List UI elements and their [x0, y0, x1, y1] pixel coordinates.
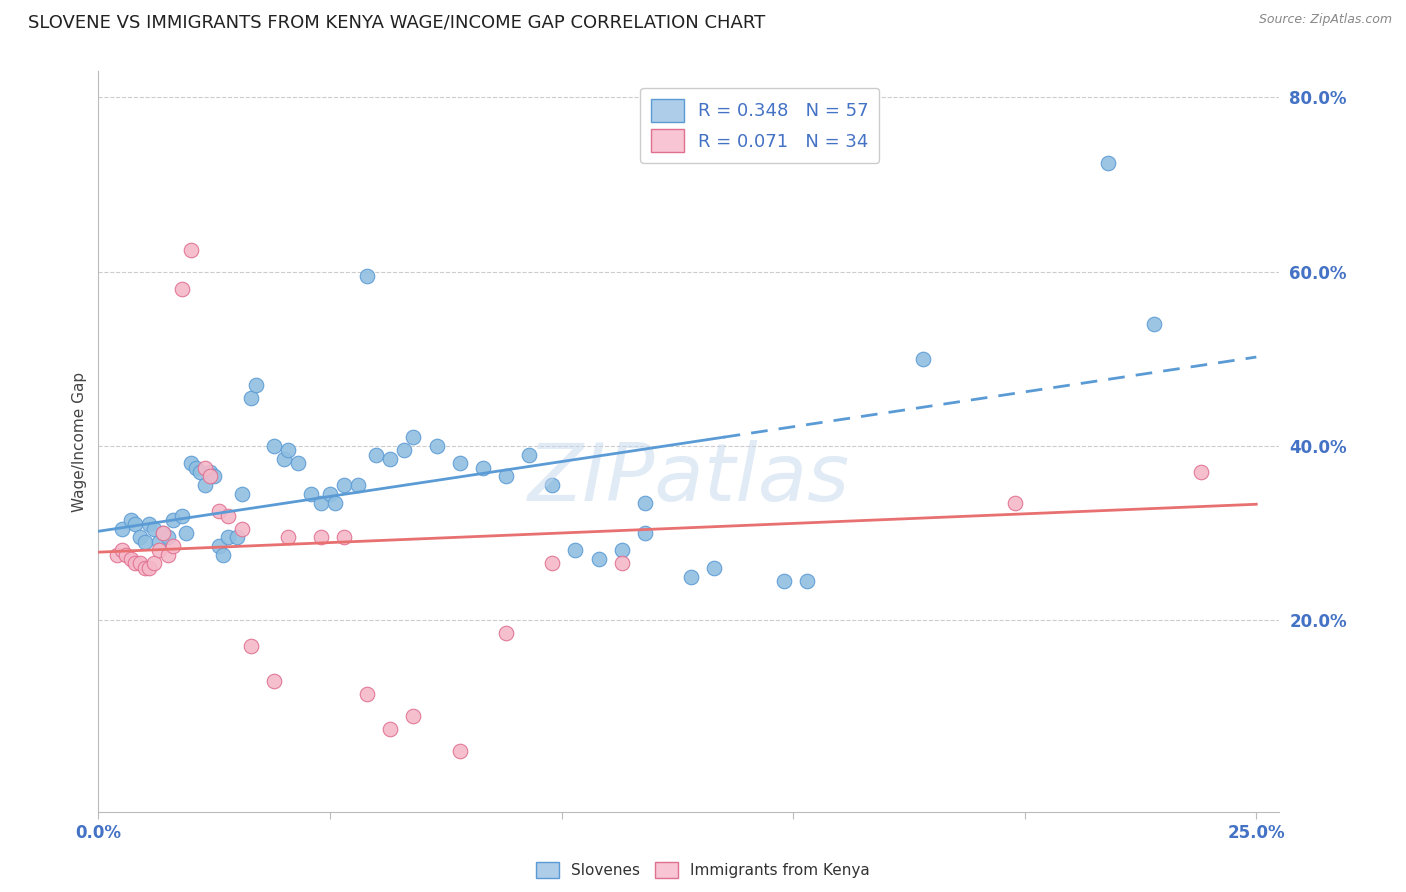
Point: [152, 526, 174, 541]
Point: [610, 543, 633, 558]
Point: [115, 548, 138, 562]
Point: [346, 478, 368, 492]
Point: [1097, 156, 1119, 170]
Point: [208, 539, 231, 553]
Text: Source: ZipAtlas.com: Source: ZipAtlas.com: [1258, 13, 1392, 27]
Point: [231, 522, 253, 536]
Point: [170, 282, 193, 296]
Point: [277, 443, 299, 458]
Point: [240, 391, 263, 405]
Point: [319, 487, 342, 501]
Point: [610, 557, 633, 571]
Point: [180, 456, 202, 470]
Point: [198, 469, 221, 483]
Point: [138, 561, 160, 575]
Point: [366, 448, 388, 462]
Point: [495, 626, 517, 640]
Point: [184, 460, 207, 475]
Point: [380, 722, 402, 736]
Point: [634, 495, 657, 509]
Point: [273, 452, 295, 467]
Point: [471, 460, 494, 475]
Point: [773, 574, 796, 588]
Point: [231, 487, 253, 501]
Point: [541, 557, 564, 571]
Point: [1004, 495, 1026, 509]
Point: [392, 443, 415, 458]
Point: [495, 469, 517, 483]
Point: [402, 430, 425, 444]
Point: [245, 378, 267, 392]
Point: [162, 513, 184, 527]
Point: [124, 557, 146, 571]
Point: [263, 439, 285, 453]
Point: [309, 495, 332, 509]
Point: [170, 508, 193, 523]
Point: [356, 268, 378, 283]
Point: [138, 517, 160, 532]
Point: [176, 526, 198, 541]
Point: [105, 548, 128, 562]
Y-axis label: Wage/Income Gap: Wage/Income Gap: [72, 371, 87, 512]
Point: [226, 530, 249, 544]
Point: [129, 530, 152, 544]
Point: [323, 495, 346, 509]
Point: [681, 569, 703, 583]
Point: [124, 517, 146, 532]
Point: [180, 243, 202, 257]
Point: [333, 530, 356, 544]
Point: [449, 744, 471, 758]
Text: SLOVENE VS IMMIGRANTS FROM KENYA WAGE/INCOME GAP CORRELATION CHART: SLOVENE VS IMMIGRANTS FROM KENYA WAGE/IN…: [28, 13, 765, 31]
Point: [134, 534, 156, 549]
Point: [541, 478, 564, 492]
Point: [1189, 465, 1212, 479]
Point: [134, 561, 156, 575]
Point: [287, 456, 309, 470]
Point: [120, 513, 142, 527]
Point: [156, 530, 179, 544]
Point: [356, 687, 378, 701]
Point: [212, 548, 235, 562]
Point: [240, 639, 263, 653]
Point: [217, 530, 239, 544]
Point: [148, 543, 170, 558]
Point: [120, 552, 142, 566]
Point: [148, 534, 170, 549]
Point: [143, 522, 166, 536]
Legend: R = 0.348   N = 57, R = 0.071   N = 34: R = 0.348 N = 57, R = 0.071 N = 34: [640, 87, 879, 163]
Point: [402, 709, 425, 723]
Point: [425, 439, 447, 453]
Legend: Slovenes, Immigrants from Kenya: Slovenes, Immigrants from Kenya: [530, 856, 876, 884]
Point: [217, 508, 239, 523]
Point: [208, 504, 231, 518]
Point: [152, 526, 174, 541]
Point: [1143, 317, 1166, 331]
Point: [110, 522, 132, 536]
Point: [188, 465, 211, 479]
Point: [588, 552, 610, 566]
Point: [194, 478, 217, 492]
Point: [202, 469, 225, 483]
Point: [911, 351, 934, 366]
Point: [263, 674, 285, 689]
Point: [198, 465, 221, 479]
Point: [449, 456, 471, 470]
Point: [796, 574, 818, 588]
Point: [143, 557, 166, 571]
Point: [703, 561, 725, 575]
Point: [564, 543, 586, 558]
Point: [194, 460, 217, 475]
Point: [380, 452, 402, 467]
Point: [156, 548, 179, 562]
Point: [634, 526, 657, 541]
Point: [129, 557, 152, 571]
Point: [110, 543, 132, 558]
Text: ZIPatlas: ZIPatlas: [527, 440, 851, 517]
Point: [301, 487, 323, 501]
Point: [309, 530, 332, 544]
Point: [162, 539, 184, 553]
Point: [333, 478, 356, 492]
Point: [277, 530, 299, 544]
Point: [517, 448, 540, 462]
